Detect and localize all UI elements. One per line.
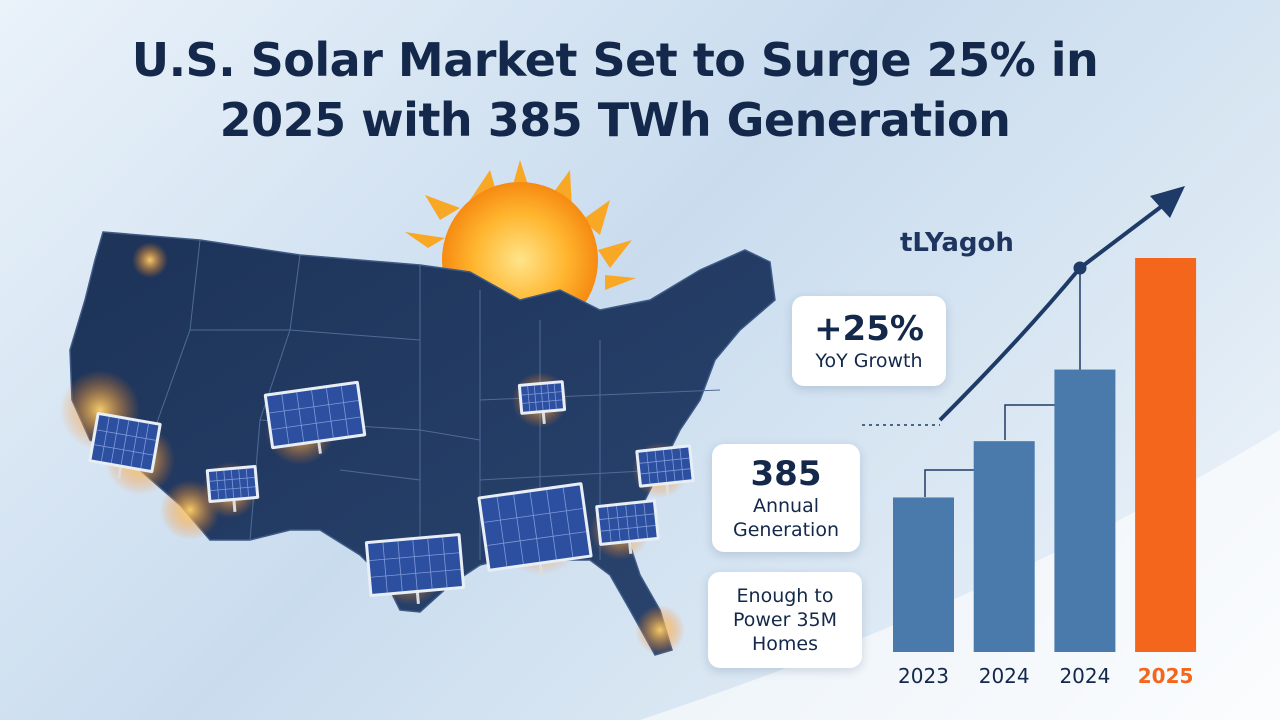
panel-grid xyxy=(527,386,531,412)
panel-grid xyxy=(94,444,154,456)
panel-grid xyxy=(553,383,557,409)
callout: Enough to Power 35M Homes xyxy=(708,572,862,668)
panel-grid xyxy=(643,503,648,539)
callout-text: YoY Growth xyxy=(815,350,923,372)
panel-grid xyxy=(340,386,349,436)
bar xyxy=(973,441,1035,652)
panel-grid xyxy=(600,525,656,532)
panel-grid xyxy=(662,450,668,482)
panel-grid xyxy=(245,468,250,497)
panel-grid xyxy=(281,394,290,444)
panel-grid xyxy=(679,448,684,481)
panel-grid xyxy=(522,399,563,404)
solar-panel xyxy=(88,411,162,479)
panel-grid xyxy=(238,469,242,498)
panel-grid xyxy=(215,471,220,500)
bar xyxy=(1054,369,1116,652)
panel-grid xyxy=(427,538,433,589)
title: U.S. Solar Market Set to Surge 25% in 20… xyxy=(131,33,1099,147)
panel-grid xyxy=(483,508,583,523)
x-tick-label: 2023 xyxy=(898,664,949,688)
solar-panel xyxy=(364,533,466,604)
panel-grid xyxy=(223,470,227,499)
callout-heading: +25% xyxy=(814,309,924,349)
solar-panel xyxy=(263,380,367,454)
solar-panel xyxy=(205,465,260,513)
panel-grid xyxy=(296,392,305,442)
panel-grid xyxy=(640,468,691,475)
panel-grid xyxy=(412,540,418,590)
callout-text: Annual Generation xyxy=(733,495,839,541)
panel-grid xyxy=(625,505,630,540)
callout: 385 Annual Generation xyxy=(712,444,860,552)
panel-grid xyxy=(671,449,676,482)
panel-grid xyxy=(269,400,359,414)
panel-grid xyxy=(311,390,319,440)
solar-panel xyxy=(517,380,567,425)
logo: tLYagoh xyxy=(900,228,1014,258)
panel-grid xyxy=(547,384,551,410)
bar xyxy=(893,497,954,652)
panel-grid xyxy=(96,429,156,441)
x-tick-label: 2024 xyxy=(979,664,1030,688)
panel-grid xyxy=(496,496,508,567)
panel-grid xyxy=(442,537,448,588)
panel-grid xyxy=(521,391,562,396)
panel-grid xyxy=(325,388,334,438)
panel-grid xyxy=(271,416,361,430)
solar-panels xyxy=(88,380,695,604)
solar-panel xyxy=(595,499,660,554)
panel-grid xyxy=(101,416,110,462)
panel-grid xyxy=(533,385,537,411)
panel-grid xyxy=(140,423,149,469)
callout-text: Enough to Power 35M Homes xyxy=(732,585,838,655)
panel-grid xyxy=(110,418,120,463)
x-tick-label: 2024 xyxy=(1059,664,1110,688)
panel-grid xyxy=(209,476,255,482)
backdrop-sweep xyxy=(640,430,1280,720)
panel-grid xyxy=(487,531,587,546)
panel-grid xyxy=(546,489,557,560)
panel-grid xyxy=(230,470,235,498)
panel-grid xyxy=(562,487,574,558)
panel-grid xyxy=(616,506,621,541)
callout-heading: 385 xyxy=(750,454,822,494)
panel-grid xyxy=(529,492,541,562)
panel-grid xyxy=(634,504,639,539)
panel-grid xyxy=(382,542,388,593)
panel-grid xyxy=(370,568,461,578)
x-tick-label: 2025 xyxy=(1138,664,1194,688)
solar-panel xyxy=(635,444,695,496)
panel-grid xyxy=(513,494,524,565)
panel-grid xyxy=(607,506,612,542)
panel-grid xyxy=(540,385,544,410)
bar xyxy=(1135,258,1197,652)
panel-grid xyxy=(369,552,460,562)
panel-grid xyxy=(639,457,690,464)
panel-grid xyxy=(646,451,651,484)
panel-grid xyxy=(397,541,403,592)
panel-grid xyxy=(599,513,655,520)
panel-grid xyxy=(120,420,130,465)
panel-grid xyxy=(654,450,659,483)
callout: +25% YoY Growth xyxy=(792,296,946,386)
panel-grid xyxy=(130,422,140,467)
panel-grid xyxy=(210,486,256,492)
solar-panel xyxy=(477,482,593,576)
